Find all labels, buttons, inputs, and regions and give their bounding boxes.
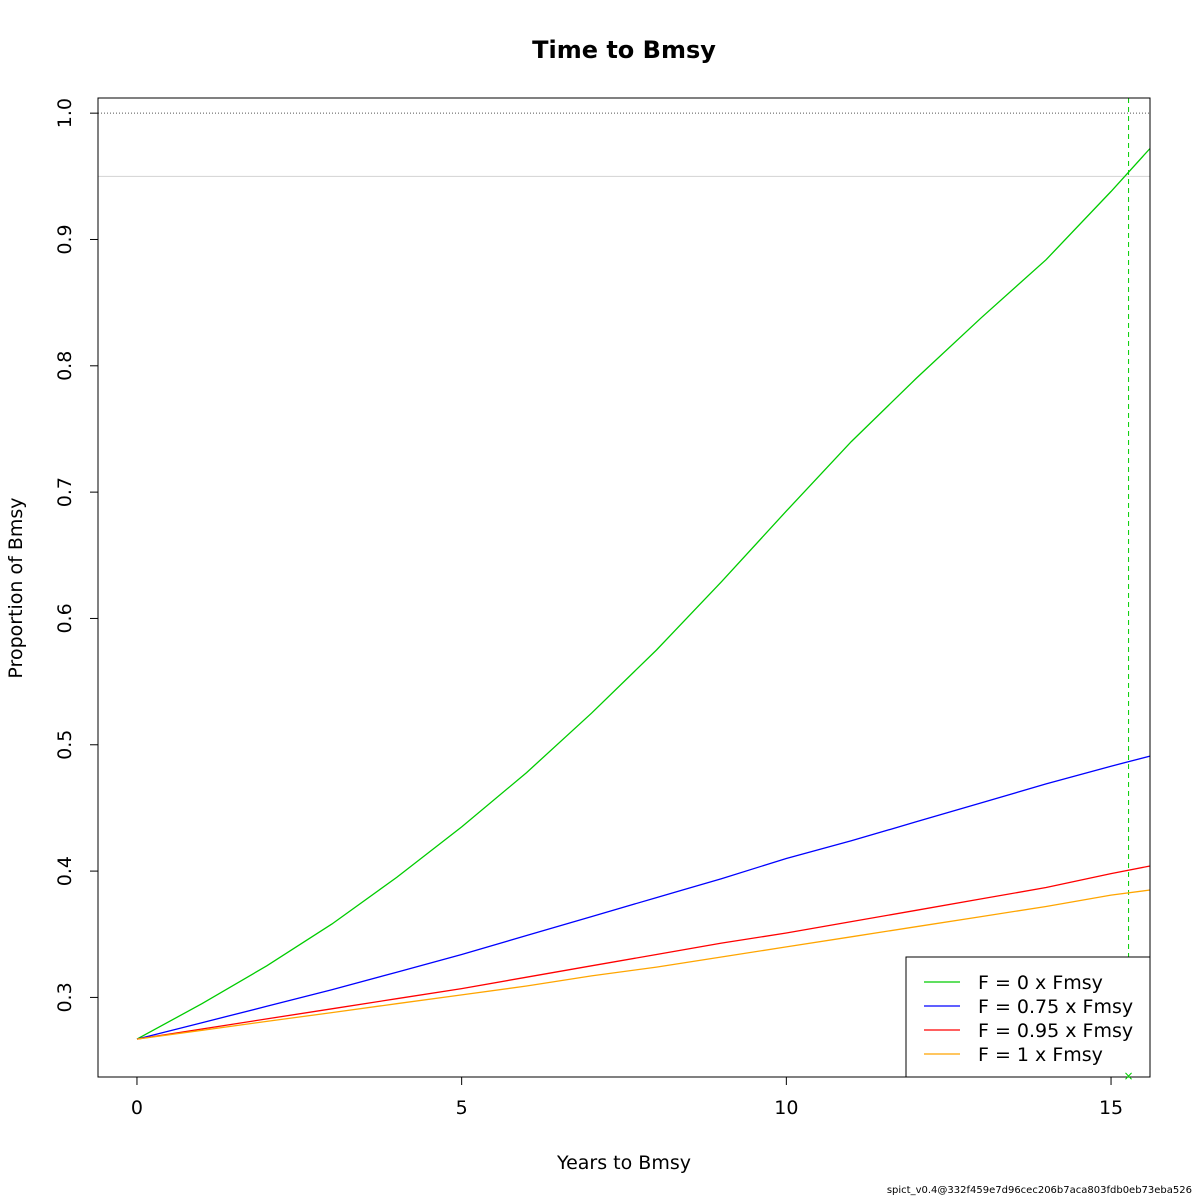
x-axis: 0 5 10 15: [131, 1076, 1123, 1119]
y-tick-label-5: 0.8: [54, 351, 76, 381]
y-tick-label-2: 0.5: [54, 730, 76, 760]
plot-frame: [97, 97, 1151, 1078]
x-axis-label: Years to Bmsy: [556, 1152, 691, 1174]
y-axis: 0.3 0.4 0.5 0.6 0.7 0.8 0.9 1.0: [54, 98, 98, 1013]
y-tick-label-6: 0.9: [54, 224, 76, 254]
series-line-1: [136, 755, 1151, 1040]
series-line-3: [136, 889, 1151, 1040]
vline-marker: ×: [1124, 1069, 1134, 1083]
legend-label-1: F = 0.75 x Fmsy: [978, 996, 1133, 1018]
series-lines: [136, 148, 1151, 1040]
legend-label-3: F = 1 x Fmsy: [978, 1044, 1103, 1066]
series-line-2: [136, 865, 1151, 1040]
series-line-0: [136, 148, 1151, 1040]
x-tick-label-1: 5: [456, 1097, 468, 1119]
legend-box: [905, 956, 1151, 1078]
reference-lines: [98, 98, 1150, 1077]
chart-title: Time to Bmsy: [532, 36, 716, 64]
x-tick-label-3: 15: [1099, 1097, 1123, 1119]
x-tick-label-2: 10: [774, 1097, 798, 1119]
y-tick-label-7: 1.0: [54, 98, 76, 128]
y-tick-label-1: 0.4: [54, 856, 76, 886]
legend-label-2: F = 0.95 x Fmsy: [978, 1020, 1133, 1042]
x-tick-label-0: 0: [131, 1097, 143, 1119]
y-axis-label: Proportion of Bmsy: [5, 497, 27, 678]
legend-label-0: F = 0 x Fmsy: [978, 972, 1103, 994]
footnote: spict_v0.4@332f459e7d96cec206b7aca803fdb…: [886, 1185, 1192, 1196]
y-tick-label-0: 0.3: [54, 982, 76, 1012]
y-tick-label-4: 0.7: [54, 477, 76, 507]
y-tick-label-3: 0.6: [54, 603, 76, 633]
